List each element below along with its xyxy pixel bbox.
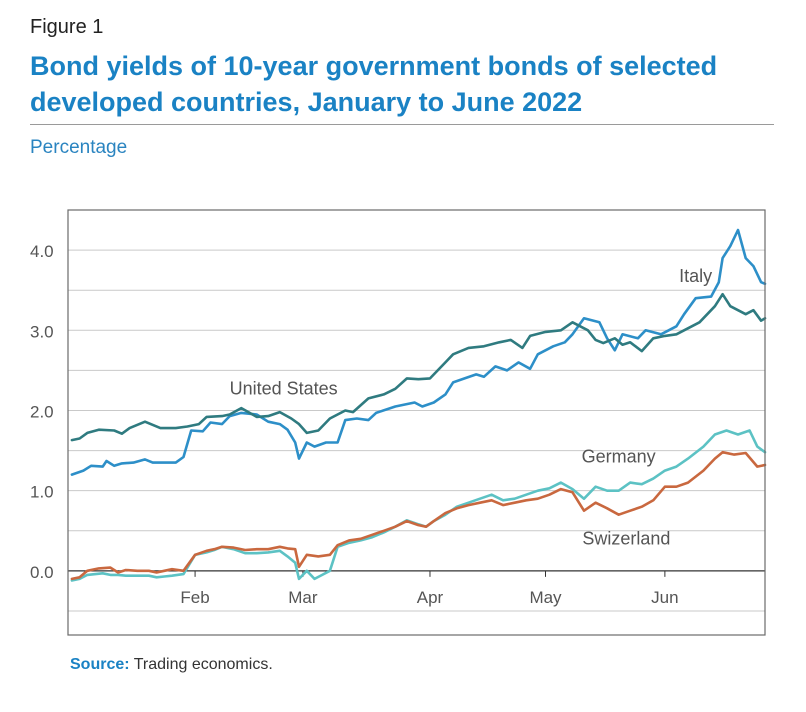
chart-title: Bond yields of 10-year government bonds …	[30, 51, 718, 117]
series-label-layer: Italy United States Germany Swizerland	[230, 266, 713, 548]
series-label-united-states: United States	[230, 378, 338, 398]
y-tick-label: 0.0	[30, 563, 54, 582]
chart-subtitle-unit: Percentage	[30, 137, 128, 158]
x-tick-label: Feb	[180, 588, 209, 607]
source-text: Trading economics.	[129, 656, 273, 673]
series-line-switzerland	[70, 450, 767, 581]
series-label-switzerland: Swizerland	[582, 528, 670, 548]
figure-label: Figure 1	[30, 16, 104, 38]
y-tick-label: 4.0	[30, 242, 54, 261]
x-tick-label: May	[529, 588, 562, 607]
x-tick-label: Jun	[651, 588, 678, 607]
title-divider	[30, 124, 774, 125]
axis-layer: 0.0 1.0 2.0 3.0 4.0 Feb Mar Apr May Jun	[30, 242, 679, 607]
series-label-germany: Germany	[582, 447, 656, 467]
y-tick-label: 2.0	[30, 402, 54, 421]
y-tick-label: 3.0	[30, 322, 54, 341]
source-note: Source: Trading economics.	[70, 656, 273, 674]
series-line-italy	[70, 228, 767, 476]
series-layer	[70, 228, 767, 582]
x-tick-label: Mar	[288, 588, 318, 607]
series-line-germany	[70, 429, 767, 582]
source-label: Source:	[70, 656, 130, 673]
series-line-united-states	[70, 292, 767, 442]
plot-frame	[67, 209, 766, 636]
grid-layer	[68, 249, 765, 612]
y-tick-label: 1.0	[30, 483, 54, 502]
series-label-italy: Italy	[679, 266, 712, 286]
x-tick-label: Apr	[417, 588, 444, 607]
